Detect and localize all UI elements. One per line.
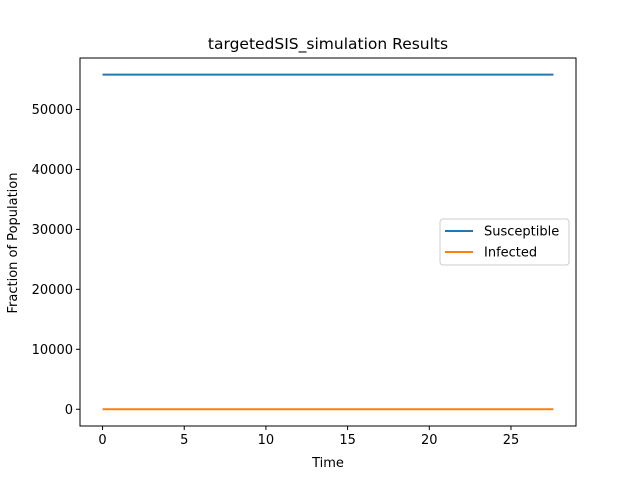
x-axis: 0 5 10 15 20 25 — [98, 426, 519, 448]
plot-frame — [79, 57, 577, 427]
x-tick-label-4: 20 — [421, 433, 438, 448]
y-tick-label-1: 10000 — [32, 343, 73, 358]
legend-label-susceptible: Susceptible — [484, 225, 559, 240]
y-tick-label-5: 50000 — [32, 103, 73, 118]
x-axis-label: Time — [311, 456, 344, 471]
y-tick-label-4: 40000 — [32, 163, 73, 178]
y-tick-label-3: 30000 — [32, 223, 73, 238]
legend: Susceptible Infected — [439, 218, 570, 266]
y-axis: 0 10000 20000 30000 40000 50000 — [32, 103, 80, 418]
y-tick-label-0: 0 — [65, 403, 73, 418]
legend-label-infected: Infected — [484, 246, 537, 261]
x-tick-label-2: 10 — [258, 433, 275, 448]
y-tick-label-2: 20000 — [32, 283, 73, 298]
x-tick-label-3: 15 — [339, 433, 356, 448]
x-tick-label-5: 25 — [503, 433, 520, 448]
y-axis-label: Fraction of Population — [6, 173, 21, 314]
chart-title: targetedSIS_simulation Results — [208, 35, 448, 54]
series-lines — [102, 73, 554, 411]
x-tick-label-0: 0 — [98, 433, 106, 448]
x-tick-label-1: 5 — [180, 433, 188, 448]
